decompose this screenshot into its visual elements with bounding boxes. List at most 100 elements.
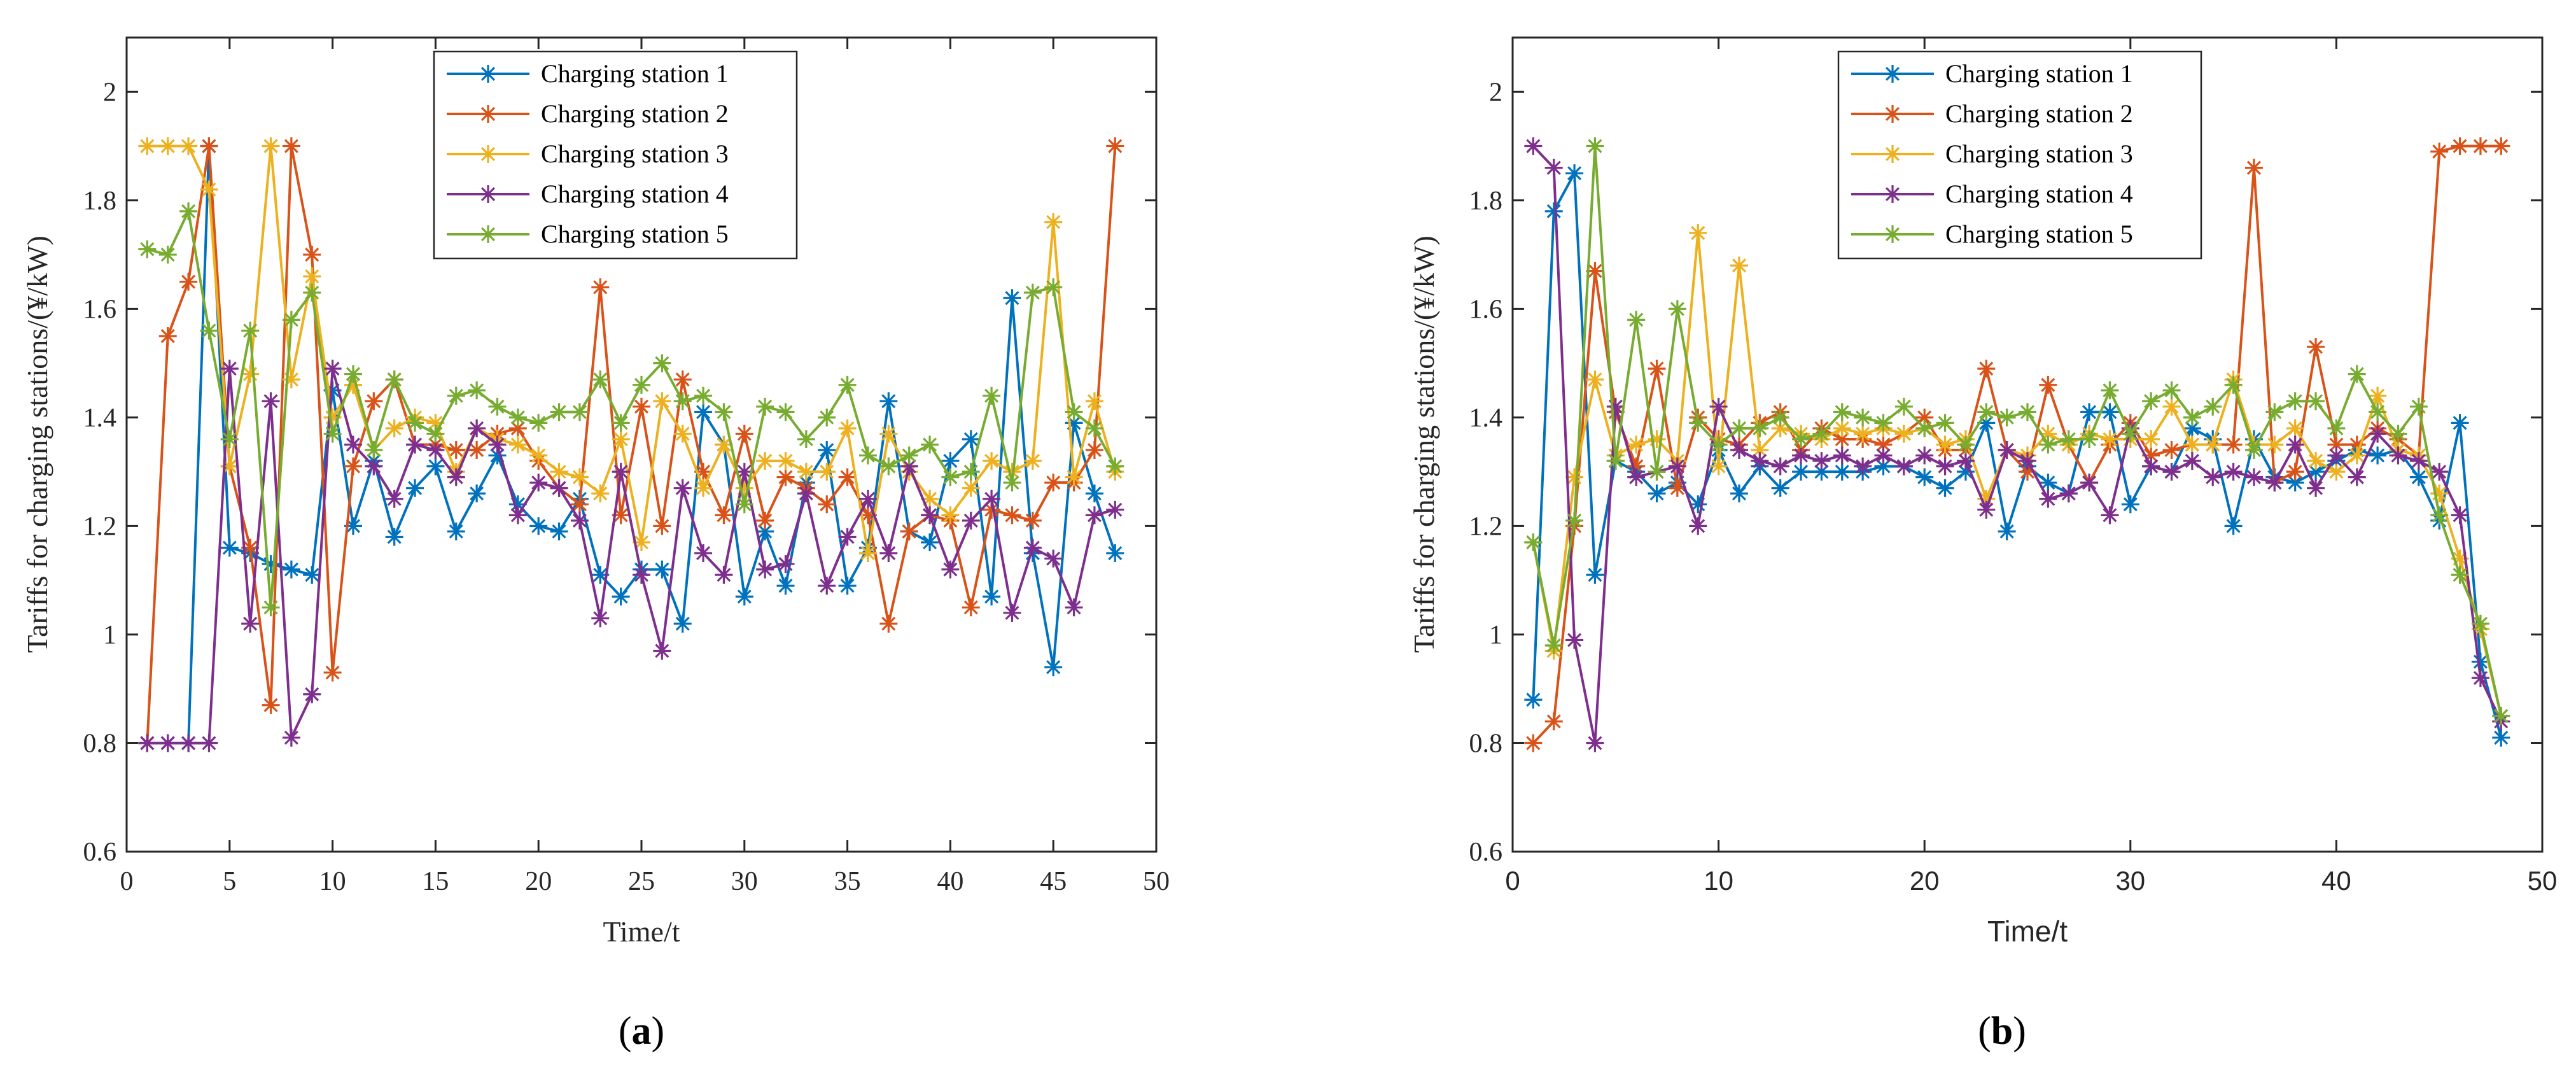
data-point-a-2 bbox=[735, 425, 753, 443]
data-point-b-4 bbox=[1730, 441, 1748, 460]
caption-close-b: ) bbox=[2013, 1010, 2026, 1053]
x-tick-label-a: 45 bbox=[1040, 867, 1067, 896]
data-point-b-5 bbox=[1751, 419, 1769, 437]
series-group-a bbox=[138, 137, 1124, 752]
data-point-b-4 bbox=[2430, 463, 2449, 481]
legend-item-b-1: Charging station 1 bbox=[1851, 59, 2133, 88]
data-point-b-4 bbox=[2059, 484, 2078, 503]
data-point-b-3 bbox=[2142, 430, 2160, 448]
data-point-b-3 bbox=[1936, 435, 1954, 454]
data-point-a-4 bbox=[529, 474, 548, 492]
data-point-a-4 bbox=[921, 506, 939, 524]
data-point-a-4 bbox=[633, 566, 650, 584]
data-point-b-4 bbox=[2307, 479, 2325, 497]
legend-item-a-5: Charging station 5 bbox=[447, 220, 729, 248]
data-point-a-2 bbox=[447, 441, 465, 460]
data-point-b-1 bbox=[2492, 728, 2510, 747]
data-point-a-3 bbox=[138, 137, 157, 155]
data-point-b-5 bbox=[1524, 533, 1543, 551]
data-point-b-1 bbox=[2101, 403, 2119, 421]
data-point-a-2 bbox=[818, 495, 836, 514]
data-point-a-3 bbox=[262, 137, 280, 155]
x-tick-label-a: 30 bbox=[731, 867, 758, 896]
data-point-a-4 bbox=[220, 360, 239, 378]
series-a-5 bbox=[138, 202, 1124, 617]
data-point-a-4 bbox=[323, 360, 342, 378]
data-point-a-5 bbox=[570, 403, 589, 421]
data-point-b-5 bbox=[2348, 365, 2366, 383]
series-b-5 bbox=[1524, 137, 2510, 725]
legend-label-a: Charging station 3 bbox=[541, 139, 729, 168]
data-point-b-4 bbox=[2409, 452, 2428, 470]
data-point-b-3 bbox=[1730, 257, 1748, 275]
legend-swatch-marker-a bbox=[479, 145, 497, 163]
legend-swatch-marker-a bbox=[479, 105, 497, 123]
data-point-a-1 bbox=[612, 588, 630, 606]
data-point-b-4 bbox=[1627, 468, 1646, 486]
data-point-b-3 bbox=[2451, 549, 2469, 568]
data-point-a-2 bbox=[1085, 441, 1103, 460]
data-point-a-2 bbox=[900, 522, 918, 540]
data-point-b-4 bbox=[2039, 489, 2057, 508]
data-point-a-3 bbox=[426, 414, 445, 432]
data-point-a-5 bbox=[591, 370, 610, 389]
data-point-b-5 bbox=[2183, 408, 2201, 426]
x-tick-label-a: 35 bbox=[834, 867, 861, 896]
legend-swatch-marker-b bbox=[1884, 65, 1901, 83]
data-point-b-1 bbox=[2286, 474, 2304, 492]
caption-letter-b: b bbox=[1991, 1010, 2013, 1053]
data-point-b-4 bbox=[2101, 506, 2119, 524]
y-tick-label-b: 1.2 bbox=[1469, 512, 1503, 541]
data-point-b-3 bbox=[2327, 463, 2346, 481]
x-tick-label-a: 25 bbox=[628, 867, 655, 896]
legend-swatch-marker-a bbox=[479, 65, 497, 83]
data-point-a-2 bbox=[365, 392, 383, 411]
legend-label-b: Charging station 2 bbox=[1945, 99, 2133, 128]
data-point-a-5 bbox=[385, 370, 403, 389]
data-point-a-1 bbox=[1003, 289, 1021, 307]
y-tick-label-b: 1.6 bbox=[1469, 295, 1503, 324]
data-point-a-1 bbox=[303, 566, 321, 584]
data-point-b-4 bbox=[2080, 474, 2099, 492]
legend-label-a: Charging station 2 bbox=[541, 99, 729, 128]
data-point-b-1 bbox=[1915, 468, 1934, 486]
data-point-a-5 bbox=[983, 386, 1001, 405]
x-tick-label-b: 50 bbox=[2528, 866, 2558, 896]
data-point-a-3 bbox=[838, 419, 857, 437]
data-point-a-5 bbox=[797, 430, 815, 448]
data-point-b-5 bbox=[1627, 311, 1646, 329]
data-point-b-4 bbox=[2286, 435, 2304, 454]
y-tick-label-a: 0.8 bbox=[83, 729, 117, 758]
data-point-a-2 bbox=[879, 614, 898, 633]
data-point-a-5 bbox=[508, 408, 527, 426]
data-point-a-1 bbox=[529, 517, 548, 535]
data-point-b-3 bbox=[2348, 446, 2366, 465]
data-point-b-5 bbox=[2471, 614, 2489, 633]
data-point-a-2 bbox=[653, 517, 671, 535]
data-point-a-4 bbox=[962, 511, 980, 530]
data-point-a-4 bbox=[1106, 500, 1124, 519]
data-point-b-2 bbox=[2162, 441, 2181, 460]
data-point-a-1 bbox=[756, 522, 774, 540]
x-axis-label-a: Time/t bbox=[603, 915, 680, 948]
data-point-b-1 bbox=[1956, 463, 1975, 481]
data-point-a-4 bbox=[241, 614, 260, 633]
data-point-b-4 bbox=[1565, 631, 1584, 649]
data-point-a-4 bbox=[508, 506, 527, 524]
data-point-a-3 bbox=[735, 479, 753, 497]
data-point-b-4 bbox=[1792, 446, 1810, 465]
data-point-a-3 bbox=[879, 425, 898, 443]
data-point-a-1 bbox=[879, 392, 898, 411]
data-point-b-5 bbox=[1606, 452, 1625, 470]
data-point-b-4 bbox=[1936, 457, 1954, 475]
data-point-b-2 bbox=[2224, 435, 2243, 454]
series-line-a-4 bbox=[147, 367, 1116, 745]
data-point-b-3 bbox=[1648, 430, 1666, 448]
data-point-b-4 bbox=[2471, 669, 2489, 687]
x-tick-label-b: 0 bbox=[1505, 866, 1520, 896]
data-point-a-5 bbox=[365, 441, 383, 460]
y-tick-label-a: 1.2 bbox=[83, 512, 117, 541]
legend-item-a-2: Charging station 2 bbox=[447, 99, 729, 128]
data-point-a-4 bbox=[838, 528, 857, 546]
data-point-a-4 bbox=[1023, 539, 1042, 557]
